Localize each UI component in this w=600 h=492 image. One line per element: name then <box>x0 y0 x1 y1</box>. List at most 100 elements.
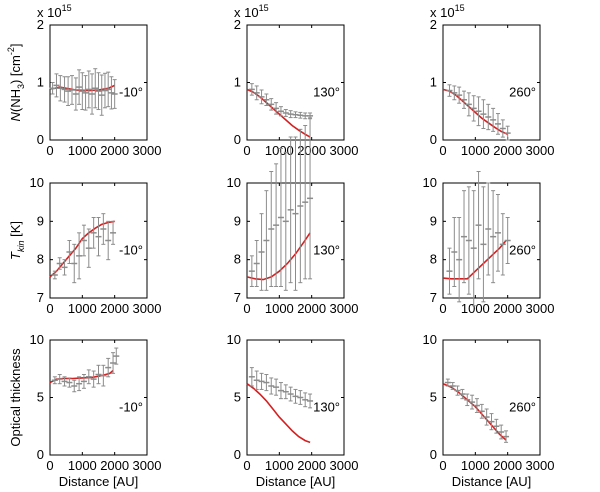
panel-0-0: 0 1000 2000 3000 0 1 2x 1015 -10° N(NH3) [cm-2] <box>6 3 161 158</box>
y-tick-label: 9 <box>37 213 44 228</box>
x-tick-label: 1000 <box>68 301 97 316</box>
model-line <box>442 88 509 136</box>
y-tick-label: 1 <box>430 75 437 90</box>
panel-2-2: 0 1000 2000 3000 0 5 10 260° Distance [AU] <box>423 332 555 489</box>
y-tick-label: 9 <box>234 213 241 228</box>
panel-0-1: 0 1000 2000 3000 0 1 2x 1015 130° <box>234 3 359 158</box>
y-tick-label: 8 <box>234 252 241 267</box>
x-tick-label: 3000 <box>133 143 162 158</box>
y-tick-label: 5 <box>37 390 44 405</box>
y-multiplier-exponent: 15 <box>455 3 465 13</box>
x-axis-label: Distance [AU] <box>59 474 138 489</box>
y-tick-label: 5 <box>430 390 437 405</box>
plot-frame <box>49 182 148 299</box>
y-tick-label: 0 <box>37 447 44 462</box>
x-tick-label: 0 <box>243 301 250 316</box>
y-axis-label: Tkin [K] <box>8 221 26 260</box>
x-tick-label: 2000 <box>493 143 522 158</box>
plot-frame <box>442 24 541 141</box>
y-tick-label: 1 <box>37 75 44 90</box>
y-tick-label: 7 <box>430 290 437 305</box>
model-line <box>246 232 311 281</box>
x-axis-label: Distance [AU] <box>256 474 335 489</box>
y-tick-label: 0 <box>234 447 241 462</box>
x-tick-label: 3000 <box>330 143 359 158</box>
x-tick-label: 3000 <box>133 301 162 316</box>
ylabel-part: [K] <box>8 221 23 241</box>
x-tick-label: 3000 <box>330 301 359 316</box>
x-tick-label: 2000 <box>100 143 129 158</box>
ylabel-part: ) [cm <box>8 55 23 84</box>
x-tick-label: 2000 <box>297 458 326 473</box>
y-tick-label: 2 <box>37 17 44 32</box>
model-line <box>442 239 507 280</box>
plot-frame <box>49 339 148 456</box>
x-tick-label: 2000 <box>297 143 326 158</box>
x-tick-label: 1000 <box>265 301 294 316</box>
model-line <box>246 88 311 138</box>
x-tick-label: 2000 <box>493 458 522 473</box>
x-axis-label: Distance [AU] <box>452 474 531 489</box>
x-tick-label: 0 <box>243 458 250 473</box>
y-tick-label: 0 <box>37 132 44 147</box>
x-tick-label: 1000 <box>461 458 490 473</box>
x-tick-label: 2000 <box>297 301 326 316</box>
x-tick-label: 1000 <box>461 143 490 158</box>
y-tick-label: 0 <box>430 447 437 462</box>
ylabel-part: N <box>8 112 23 122</box>
x-tick-label: 3000 <box>526 458 555 473</box>
model-line <box>246 383 311 444</box>
ylabel-part: T <box>8 251 23 260</box>
y-multiplier: x 1015 <box>234 3 269 20</box>
y-tick-label: 7 <box>37 290 44 305</box>
y-tick-label: 2 <box>430 17 437 32</box>
y-tick-label: 10 <box>423 332 437 347</box>
ylabel-part: ] <box>8 43 23 47</box>
y-tick-label: 10 <box>227 175 241 190</box>
ylabel-part: -2 <box>6 47 16 55</box>
y-tick-label: 9 <box>430 213 437 228</box>
x-tick-label: 0 <box>243 143 250 158</box>
y-tick-label: 8 <box>430 252 437 267</box>
angle-annotation: 260° <box>509 399 536 414</box>
x-tick-label: 1000 <box>461 301 490 316</box>
x-tick-label: 1000 <box>68 143 97 158</box>
y-axis-label: Optical thickness <box>8 348 23 447</box>
angle-annotation: 130° <box>313 399 340 414</box>
y-tick-label: 10 <box>30 175 44 190</box>
y-tick-label: 0 <box>234 132 241 147</box>
x-tick-label: 0 <box>439 458 446 473</box>
x-tick-label: 0 <box>46 301 53 316</box>
y-tick-label: 10 <box>30 332 44 347</box>
y-tick-label: 5 <box>234 390 241 405</box>
panel-0-2: 0 1000 2000 3000 0 1 2x 1015 260° <box>430 3 555 158</box>
x-tick-label: 3000 <box>526 301 555 316</box>
plot-frame <box>442 339 541 456</box>
x-tick-label: 0 <box>46 458 53 473</box>
y-tick-label: 8 <box>37 252 44 267</box>
angle-annotation: 130° <box>313 242 340 257</box>
ylabel-part: 3 <box>16 84 26 89</box>
y-tick-label: 10 <box>423 175 437 190</box>
plot-frame <box>246 24 345 141</box>
x-tick-label: 1000 <box>265 143 294 158</box>
angle-annotation: 260° <box>509 242 536 257</box>
y-multiplier-exponent: 15 <box>259 3 269 13</box>
y-tick-label: 0 <box>430 132 437 147</box>
panel-1-0: 0 1000 2000 3000 7 8 9 10 -10° Tkin [K] <box>8 175 161 316</box>
y-multiplier-exponent: 15 <box>62 3 72 13</box>
panel-1-2: 0 1000 2000 3000 7 8 9 10 260° <box>423 171 555 316</box>
y-multiplier: x 1015 <box>37 3 72 20</box>
plot-frame <box>442 182 541 299</box>
x-tick-label: 1000 <box>68 458 97 473</box>
y-tick-label: 1 <box>234 75 241 90</box>
x-tick-label: 3000 <box>526 143 555 158</box>
x-tick-label: 2000 <box>493 301 522 316</box>
model-line <box>49 220 115 278</box>
angle-annotation: 260° <box>509 84 536 99</box>
y-tick-label: 2 <box>234 17 241 32</box>
angle-annotation: -10° <box>119 399 143 414</box>
ylabel-part: kin <box>16 241 26 253</box>
